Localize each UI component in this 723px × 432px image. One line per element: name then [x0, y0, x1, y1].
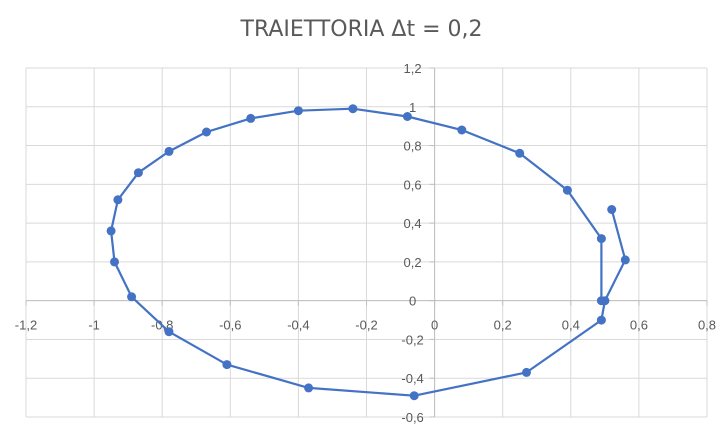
- data-point: [596, 296, 606, 306]
- chart-title: TRAIETTORIA Δt = 0,2: [240, 17, 483, 42]
- data-point: [457, 125, 467, 135]
- y-tick-label: 0,8: [404, 139, 422, 154]
- data-point: [222, 360, 232, 370]
- data-point: [164, 327, 174, 337]
- x-tick-label: -0,6: [219, 318, 241, 333]
- y-tick-label: 0,6: [404, 177, 422, 192]
- x-tick-label: -1: [88, 318, 100, 333]
- y-tick-label: -0,2: [401, 332, 423, 347]
- y-tick-label: 1,2: [404, 61, 422, 76]
- grid-lines: [25, 67, 708, 418]
- x-tick-label: 0,2: [494, 318, 512, 333]
- data-point: [515, 148, 525, 158]
- data-point: [402, 112, 412, 121]
- axes: [25, 67, 708, 418]
- y-tick-label: 0: [409, 294, 416, 309]
- data-point: [409, 391, 419, 401]
- y-tick-label: -0,6: [401, 410, 423, 425]
- y-tick-label: 1: [409, 100, 416, 115]
- data-point: [127, 292, 137, 302]
- series-trajectory: [106, 104, 630, 401]
- x-tick-label: 0: [431, 318, 438, 333]
- data-point: [596, 234, 606, 244]
- data-point: [133, 168, 143, 178]
- data-point: [596, 315, 606, 325]
- series-line: [109, 107, 627, 397]
- x-tick-labels: -1,2 -1 -0,8 -0,6 -0,4 -0,2 0 0,2 0,4 0,6 0,8: [15, 318, 716, 333]
- x-tick-label: 0,4: [562, 318, 580, 333]
- data-point: [522, 367, 531, 377]
- data-point: [293, 106, 303, 116]
- x-tick-label: -0,4: [287, 318, 309, 333]
- data-point: [304, 383, 314, 393]
- data-point: [110, 257, 119, 267]
- data-point: [164, 146, 174, 156]
- x-tick-label: -1,2: [15, 318, 37, 333]
- data-point: [607, 205, 617, 214]
- data-point: [562, 185, 572, 195]
- data-point: [202, 127, 211, 137]
- data-point: [106, 226, 116, 236]
- data-point: [246, 113, 256, 123]
- data-point: [348, 104, 358, 114]
- data-point: [113, 195, 123, 205]
- x-tick-label: 0,6: [630, 318, 648, 333]
- x-tick-label: 0,8: [698, 318, 716, 333]
- y-tick-label: 0,2: [404, 255, 422, 270]
- y-tick-label: -0,4: [401, 371, 423, 386]
- y-tick-labels: -0,6 -0,4 -0,2 0 0,2 0,4 0,6 0,8 1 1,2: [401, 61, 423, 425]
- data-point: [620, 255, 630, 265]
- x-tick-label: -0,2: [355, 318, 377, 333]
- y-tick-label: 0,4: [404, 216, 422, 231]
